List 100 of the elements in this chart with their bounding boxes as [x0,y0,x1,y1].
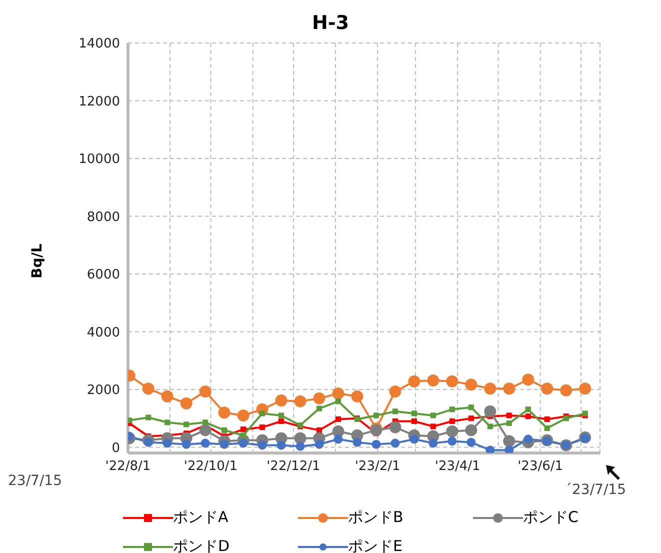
point [427,374,440,387]
x-tick-label: '22/10/1 [184,459,238,474]
point [428,438,438,448]
legend-label: ポンドA [173,508,228,527]
x-tick-label: '23/2/1 [354,459,400,474]
point [487,424,493,430]
point [484,405,496,418]
point [276,440,286,450]
legend-label: ポンドB [348,508,404,527]
point [128,418,132,424]
point [392,408,398,414]
point [146,414,152,420]
text: ´23/7/15 [565,482,626,498]
point [202,420,208,426]
point [372,440,381,449]
point [316,427,322,433]
point [544,425,550,431]
y-tick-label: 10000 [78,152,120,168]
point [313,392,326,404]
point [448,436,457,446]
point [240,426,246,432]
point [560,384,572,396]
point [449,406,455,412]
point [142,382,154,395]
point [411,410,417,416]
y-tick-label: 12000 [78,94,120,110]
y-tick-label: 4000 [86,325,120,340]
point [278,418,284,424]
point [335,416,342,422]
x-tick-label: '22/8/1 [105,459,151,474]
point [465,424,478,436]
point [408,375,420,388]
point [430,412,436,418]
point [314,440,324,449]
point [182,440,191,449]
point [296,442,305,451]
point [411,418,417,424]
point [446,425,458,438]
x-tick-label: '23/6/1 [518,459,564,474]
point [466,438,476,447]
y-tick-label: 2000 [86,383,120,398]
point [525,414,531,420]
point [222,427,228,433]
legend-label: ポンドD [173,537,230,553]
text: 23/7/15 [8,473,62,489]
point [579,382,592,395]
x-tick-label: '22/12/1 [266,459,320,474]
point [524,434,533,444]
point [449,418,455,424]
y-tick-label: 0 [112,440,120,456]
point [503,435,516,448]
point [332,388,344,400]
point [351,390,364,402]
point [161,390,174,402]
point [316,406,322,412]
point [506,420,512,426]
point [410,434,419,444]
point [144,438,153,447]
chart-title: H-3 [310,12,350,34]
y-tick-label: 14000 [78,36,120,52]
point [390,438,400,448]
point [199,424,212,436]
point [506,412,512,418]
point [294,395,306,408]
point [389,421,402,434]
point [486,446,495,453]
point [580,434,590,443]
point [484,382,496,395]
point [389,386,402,398]
point [184,422,190,428]
point [352,438,362,447]
point [465,378,478,391]
point [544,416,550,422]
point [164,420,170,426]
point [199,386,212,398]
point [200,438,210,448]
point [468,416,474,422]
point [240,432,246,438]
point [259,410,266,416]
point [503,382,516,395]
point [334,434,343,444]
y-tick-label: 8000 [86,210,120,225]
legend-label: ポンドC [523,508,578,527]
point [335,398,342,404]
x-tick-label: '23/4/1 [434,459,480,474]
point [180,397,192,410]
point [430,424,436,430]
point [258,440,267,450]
point [446,375,458,388]
point [468,404,474,410]
point [218,406,230,419]
point [373,412,380,418]
point [525,406,531,412]
point [259,424,266,430]
point [238,438,248,448]
point [220,440,229,449]
point [278,412,284,418]
point [542,436,552,446]
point [504,446,514,453]
point [237,409,250,422]
